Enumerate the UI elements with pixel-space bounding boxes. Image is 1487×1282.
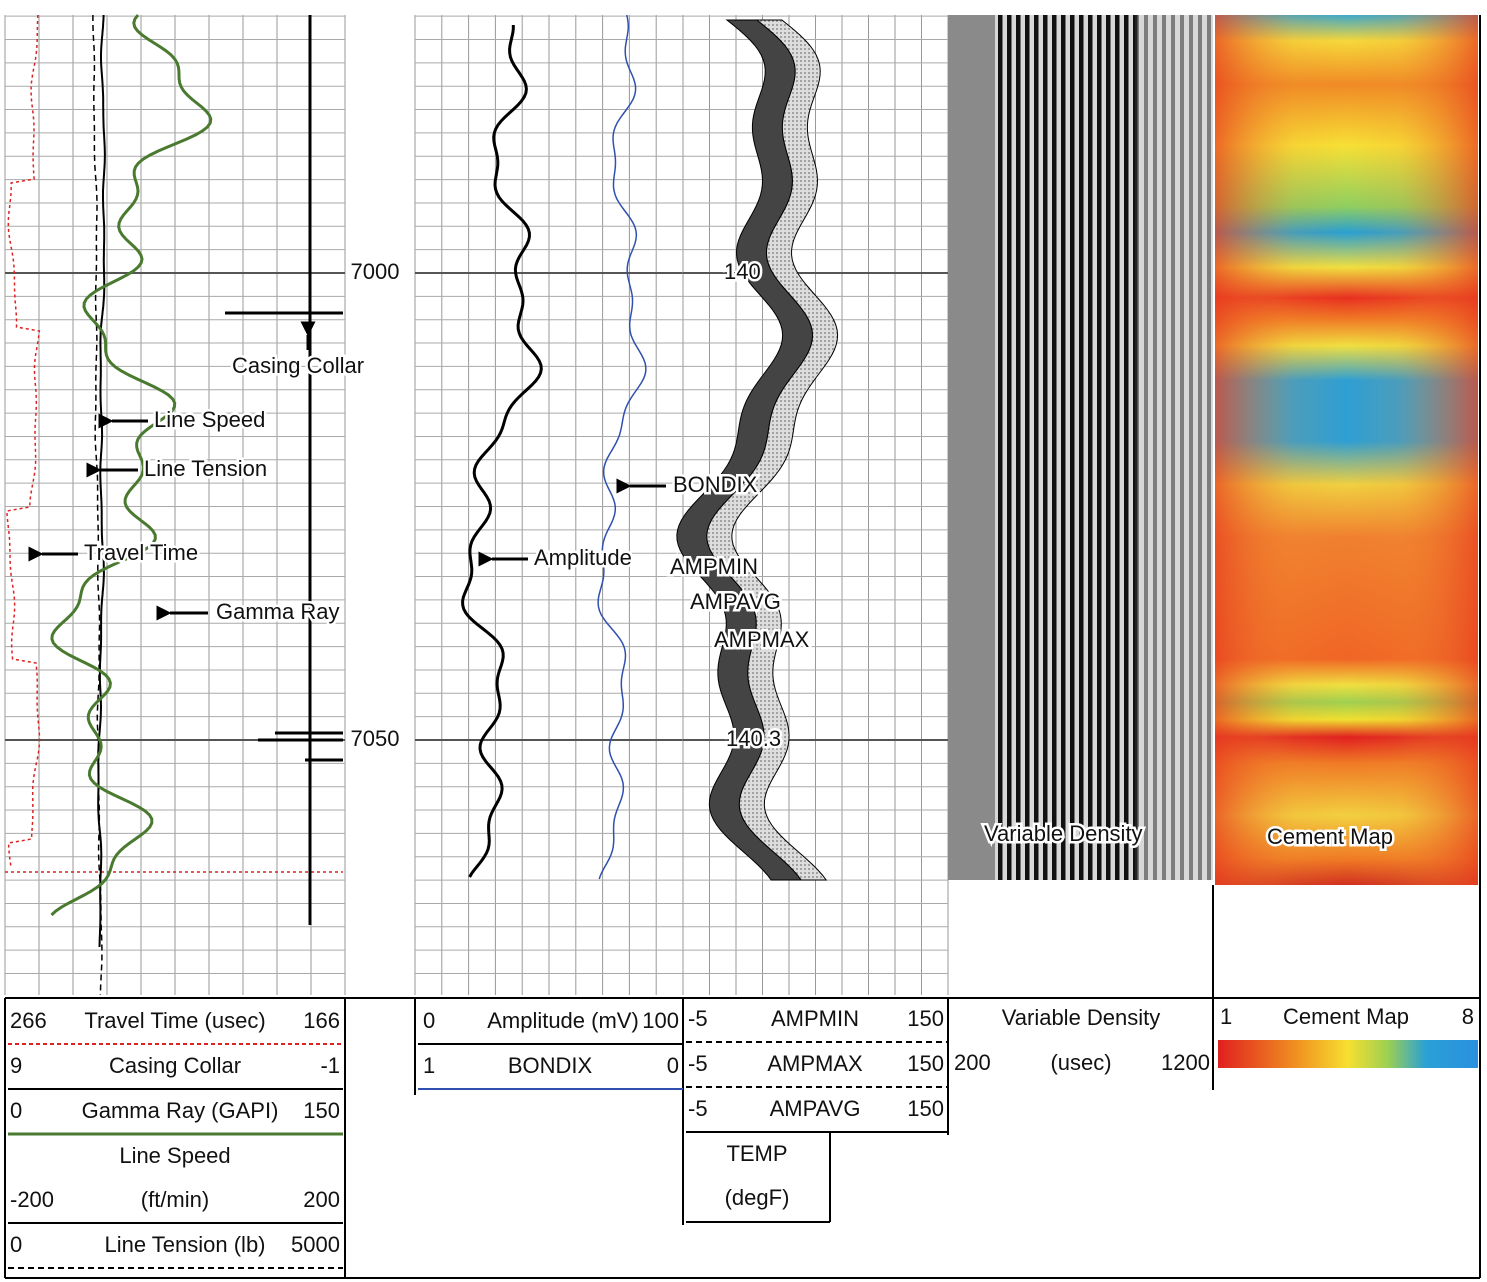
vdl-stripe — [1016, 15, 1021, 880]
annotation: AMPAVG — [690, 589, 781, 614]
header-texts: 266 Travel Time (usec) 166 9 Casing Coll… — [10, 1004, 1474, 1257]
annotations: 7000 7050 Casing Collar Line Speed Line … — [82, 256, 1396, 851]
curve-name: Line Tension (lb) — [104, 1232, 265, 1257]
annotation: 140.3 — [726, 726, 781, 751]
curve-name: TEMP — [726, 1141, 787, 1166]
scale-right: 200 — [303, 1187, 340, 1212]
vdl-stripe — [1025, 15, 1030, 880]
vdl-stripe — [1007, 15, 1012, 880]
scale-left: -200 — [10, 1187, 54, 1212]
scale-left: 0 — [10, 1232, 22, 1257]
scale-left: 1 — [1220, 1004, 1232, 1029]
annotation: AMPMIN — [670, 554, 758, 579]
depth-label: 7050 — [351, 726, 400, 751]
vdl-stripe — [1124, 15, 1129, 880]
scale-right: 166 — [303, 1008, 340, 1033]
arrows — [28, 321, 666, 621]
scale-right: 8 — [1462, 1004, 1474, 1029]
header-lines — [4, 15, 1481, 1279]
scale-left: -5 — [688, 1051, 708, 1076]
annotation: Casing Collar — [232, 353, 364, 378]
scale-right: 5000 — [291, 1232, 340, 1257]
vdl-stripe — [1198, 15, 1202, 880]
vdl-stripes — [998, 15, 1211, 880]
vdl-stripe — [998, 15, 1003, 880]
vdl-stripe — [1189, 15, 1193, 880]
amplitude-curve — [461, 25, 543, 878]
vdl-stripe — [1153, 15, 1157, 880]
curve-name: Casing Collar — [109, 1053, 241, 1078]
annotation: Line Speed — [154, 407, 265, 432]
cement-map-shade — [1215, 15, 1478, 885]
curve-name: AMPMIN — [771, 1006, 859, 1031]
annotation: Variable Density — [984, 821, 1143, 846]
scale-left: 266 — [10, 1008, 47, 1033]
images — [948, 15, 1478, 885]
scale-right: 1200 — [1161, 1050, 1210, 1075]
scale-right: -1 — [320, 1053, 340, 1078]
annotation: Cement Map — [1267, 824, 1393, 849]
annotation: Line Tension — [144, 456, 267, 481]
vdl-stripe — [1070, 15, 1075, 880]
bondix-curve — [597, 14, 647, 880]
scale-right: 100 — [642, 1008, 679, 1033]
curve-name: AMPMAX — [767, 1051, 863, 1076]
depth-label: 7000 — [351, 259, 400, 284]
scale-left: 200 — [954, 1050, 991, 1075]
scale-right: 150 — [907, 1006, 944, 1031]
curve-name: Travel Time (usec) — [84, 1008, 265, 1033]
vdl-stripe — [1106, 15, 1111, 880]
vdl-background — [948, 15, 995, 880]
vdl-stripe — [1115, 15, 1120, 880]
amplitude-band — [706, 19, 839, 881]
annotation: BONDIX — [673, 472, 758, 497]
vdl-stripe — [1180, 15, 1184, 880]
curve-name: BONDIX — [508, 1053, 593, 1078]
line-tension-curve — [92, 15, 103, 996]
annotation: Amplitude — [534, 545, 632, 570]
annotation: AMPMAX — [714, 627, 810, 652]
curve-unit: (ft/min) — [141, 1187, 209, 1212]
scale-left: -5 — [688, 1006, 708, 1031]
vdl-stripe — [1034, 15, 1039, 880]
scale-left: -5 — [688, 1096, 708, 1121]
vdl-background — [995, 15, 1213, 880]
scale-left: 0 — [10, 1098, 22, 1123]
scale-right: 150 — [907, 1096, 944, 1121]
scale-left: 9 — [10, 1053, 22, 1078]
curve-unit: (usec) — [1050, 1050, 1111, 1075]
line-speed-curve — [97, 14, 106, 948]
vdl-stripe — [1144, 15, 1148, 880]
curves — [5, 14, 839, 996]
scale-right: 150 — [907, 1051, 944, 1076]
annotation: Travel Time — [84, 540, 198, 565]
curve-name: Variable Density — [1002, 1005, 1161, 1030]
vdl-stripe — [1061, 15, 1066, 880]
curve-name: AMPAVG — [770, 1096, 861, 1121]
curve-name: Amplitude (mV) — [487, 1008, 639, 1033]
vdl-stripe — [1043, 15, 1048, 880]
curve-name: Gamma Ray (GAPI) — [82, 1098, 279, 1123]
vdl-stripe — [1088, 15, 1093, 880]
scale-left: 1 — [423, 1053, 435, 1078]
vdl-stripe — [1079, 15, 1084, 880]
vdl-stripe — [1135, 15, 1139, 880]
vdl-stripe — [1171, 15, 1175, 880]
curve-name: Cement Map — [1283, 1004, 1409, 1029]
vdl-stripe — [1097, 15, 1102, 880]
curve-unit: (degF) — [725, 1185, 790, 1210]
vdl-stripe — [1162, 15, 1166, 880]
curve-name: Line Speed — [119, 1143, 230, 1168]
vdl-stripe — [1052, 15, 1057, 880]
gamma-ray-curve — [50, 14, 213, 917]
vdl-stripe — [1207, 15, 1211, 880]
annotation: Gamma Ray — [216, 599, 339, 624]
scale-right: 0 — [667, 1053, 679, 1078]
scale-left: 0 — [423, 1008, 435, 1033]
annotation: 140 — [724, 259, 761, 284]
scale-right: 150 — [303, 1098, 340, 1123]
casing-collar-line — [225, 15, 343, 925]
